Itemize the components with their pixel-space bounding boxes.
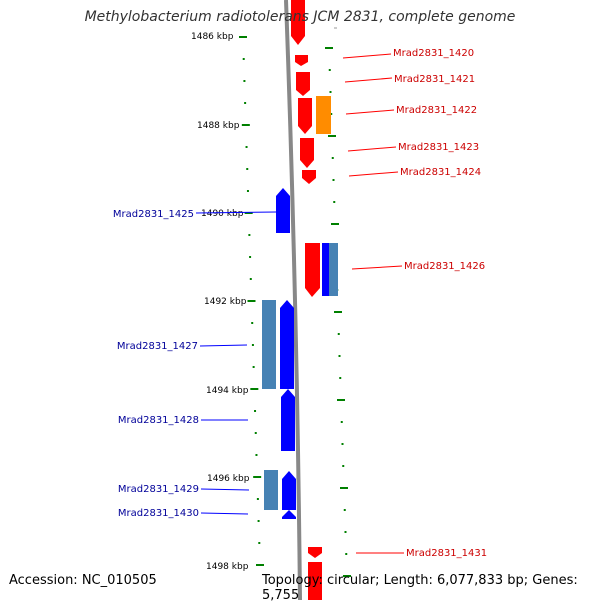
- scale-labels: 1486 kbp 1488 kbp 1490 kbp 1492 kbp 1494 kbp…: [191, 32, 250, 572]
- right-tick-marks: [325, 47, 351, 577]
- accession-text: Accession: NC_010505: [9, 573, 157, 588]
- gene-label[interactable]: Mrad2831_1429: [118, 484, 199, 495]
- minus-strand-features: [262, 188, 296, 519]
- left-tick-marks: [239, 36, 264, 566]
- steelblue-feature-1427[interactable]: [262, 300, 276, 389]
- steelblue-feature-1426a[interactable]: [322, 243, 329, 296]
- gene-label[interactable]: Mrad2831_1431: [406, 548, 487, 559]
- scale-label: 1496 kbp: [207, 474, 250, 484]
- scale-label: 1488 kbp: [197, 121, 240, 131]
- scale-label: 1498 kbp: [206, 562, 249, 572]
- gene-arrow-1431[interactable]: [308, 547, 322, 558]
- gene-label-leader: [199, 344, 248, 347]
- gene-arrow-1429[interactable]: [282, 471, 296, 510]
- gene-arrow-1421[interactable]: [296, 72, 310, 96]
- gene-label-leader: [345, 109, 395, 115]
- minus-gene-labels: Mrad2831_1425 Mrad2831_1427 Mrad2831_1428 M…: [113, 209, 277, 519]
- gene-arrow-1422[interactable]: [298, 98, 312, 134]
- plus-gene-labels: Mrad2831_1420 Mrad2831_1421 Mrad2831_1422 M…: [342, 48, 487, 559]
- gene-arrow-1428[interactable]: [281, 389, 295, 451]
- gene-arrow-1419[interactable]: [291, 0, 305, 36]
- gene-label-leader: [348, 171, 399, 177]
- gene-label[interactable]: Mrad2831_1422: [396, 105, 477, 116]
- gene-label-leader: [200, 512, 249, 515]
- gene-arrow-1420[interactable]: [295, 55, 308, 66]
- gene-arrow-1426[interactable]: [305, 243, 320, 297]
- gene-label-leader: [347, 146, 397, 152]
- gene-label[interactable]: Mrad2831_1426: [404, 261, 485, 272]
- plus-strand-features: [291, 0, 338, 600]
- scale-label: 1492 kbp: [204, 297, 247, 307]
- gene-label-leader: [351, 265, 403, 270]
- steelblue-feature-1429[interactable]: [264, 470, 278, 510]
- scale-label: 1486 kbp: [191, 32, 234, 42]
- gene-arrow-1425[interactable]: [276, 188, 290, 233]
- topology-text: Topology: circular; Length: 6,077,833 bp…: [262, 573, 578, 603]
- gene-label[interactable]: Mrad2831_1428: [118, 415, 199, 426]
- scale-label: 1494 kbp: [206, 386, 249, 396]
- gene-label[interactable]: Mrad2831_1423: [398, 142, 479, 153]
- gene-label-leader: [200, 488, 250, 491]
- gene-arrow-1423[interactable]: [300, 138, 314, 168]
- gene-label[interactable]: Mrad2831_1424: [400, 167, 481, 178]
- gene-arrow-1427[interactable]: [280, 300, 294, 389]
- steelblue-feature-1426b[interactable]: [329, 243, 338, 296]
- gene-arrow-1419-head: [291, 36, 305, 45]
- gene-label[interactable]: Mrad2831_1430: [118, 508, 199, 519]
- gene-label[interactable]: Mrad2831_1425: [113, 209, 194, 220]
- gene-label[interactable]: Mrad2831_1427: [117, 341, 198, 352]
- gene-arrow-1430[interactable]: [282, 510, 296, 519]
- genome-backbone: [284, 0, 302, 600]
- orange-feature[interactable]: [316, 96, 331, 134]
- gene-arrow-1432[interactable]: [308, 562, 322, 600]
- gene-label-leader: [342, 53, 392, 59]
- scale-label: 1490 kbp: [201, 209, 244, 219]
- gene-label[interactable]: Mrad2831_1420: [393, 48, 474, 59]
- genome-title: Methylobacterium radiotolerans JCM 2831,…: [84, 9, 516, 25]
- gene-label[interactable]: Mrad2831_1421: [394, 74, 475, 85]
- gene-label-leader: [195, 211, 277, 214]
- gene-arrow-1424[interactable]: [302, 170, 316, 184]
- gene-label-leader: [344, 77, 393, 83]
